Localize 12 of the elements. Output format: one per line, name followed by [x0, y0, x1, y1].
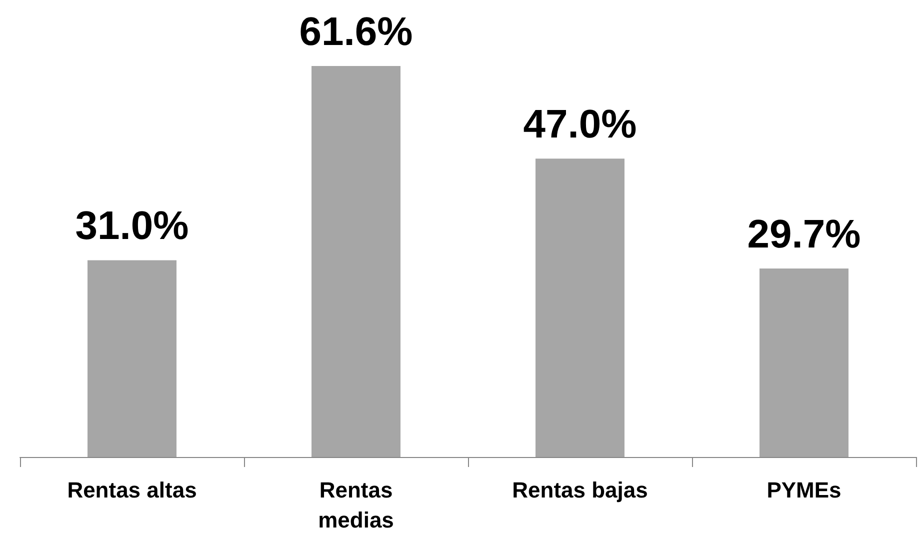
- bar: [88, 260, 176, 457]
- data-label: 47.0%: [523, 102, 637, 147]
- x-tick-label: Rentas medias: [318, 478, 394, 532]
- x-tick-label: PYMEs: [766, 478, 842, 502]
- x-tick-label: Rentas bajas: [512, 478, 648, 502]
- data-label: 61.6%: [299, 10, 413, 54]
- data-label: 29.7%: [747, 212, 861, 256]
- bar: [536, 158, 624, 457]
- x-tick-label: Rentas altas: [67, 478, 197, 502]
- bar: [312, 66, 400, 457]
- bar: [760, 268, 848, 457]
- data-label: 31.0%: [75, 204, 189, 248]
